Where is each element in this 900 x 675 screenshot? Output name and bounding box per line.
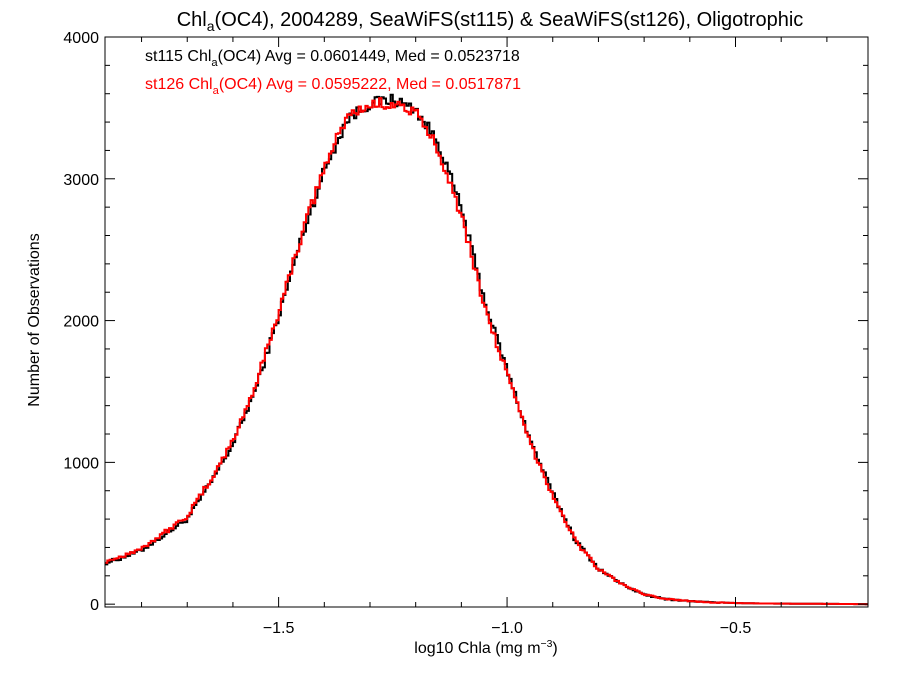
- y-tick-label: 1000: [63, 455, 99, 472]
- y-tick-label: 0: [90, 597, 99, 614]
- plot-frame: [104, 36, 869, 608]
- chart-title: Chla(OC4), 2004289, SeaWiFS(st115) & Sea…: [177, 9, 804, 34]
- legend-entry-st126: st126 Chla(OC4) Avg = 0.0595222, Med = 0…: [145, 76, 521, 97]
- text-part: a: [207, 18, 215, 34]
- text-part: (OC4) Avg = 0.0595222, Med = 0.0517871: [219, 76, 521, 93]
- legend-entry-st115: st115 Chla(OC4) Avg = 0.0601449, Med = 0…: [145, 48, 520, 69]
- tick-layer: −1.5 −1.0 −0.5 0 1000 2000 3000 4000: [63, 30, 868, 637]
- legend: st115 Chla(OC4) Avg = 0.0601449, Med = 0…: [145, 48, 521, 97]
- y-axis-label: Number of Observations: [26, 233, 43, 406]
- text-part: Chl: [177, 9, 207, 31]
- text-part: (OC4) Avg = 0.0601449, Med = 0.0523718: [218, 48, 520, 65]
- x-axis-label: log10 Chla (mg m−3): [414, 639, 557, 657]
- text-part: log10 Chla (mg m: [414, 640, 540, 657]
- text-part: −3: [541, 639, 553, 650]
- x-tick-label: −1.5: [263, 620, 295, 637]
- text-part: (OC4), 2004289, SeaWiFS(st115) & SeaWiFS…: [215, 9, 804, 31]
- series-layer: [105, 93, 868, 606]
- y-tick-label: 2000: [63, 314, 99, 331]
- text-part: ): [552, 640, 557, 657]
- plot-area: −1.5 −1.0 −0.5 0 1000 2000 3000 4000: [63, 30, 869, 637]
- text-part: a: [213, 85, 220, 97]
- x-tick-label: −0.5: [720, 620, 752, 637]
- text-part: st115 Chl: [145, 48, 211, 65]
- histogram-series-st126: [105, 97, 868, 606]
- text-part: st126 Chl: [145, 76, 213, 93]
- y-tick-label: 3000: [63, 172, 99, 189]
- x-tick-label: −1.0: [491, 620, 523, 637]
- text-part: a: [211, 57, 218, 69]
- y-tick-label: 4000: [63, 30, 99, 47]
